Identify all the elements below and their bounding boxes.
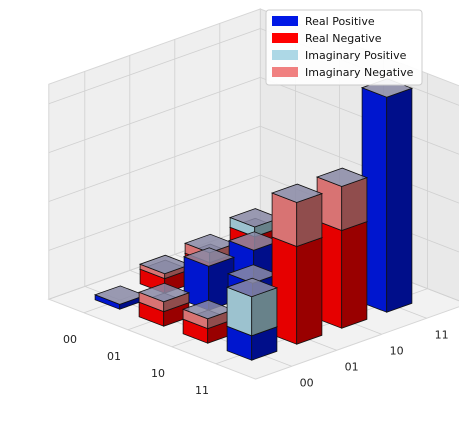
- bar-11-01: [270, 183, 324, 345]
- bars: [93, 78, 414, 361]
- bar-segment: [315, 167, 369, 232]
- bar-segment: [270, 183, 324, 248]
- legend-entry: Imaginary Negative: [305, 66, 414, 79]
- legend: Real Positive Real Negative Imaginary Posi…: [265, 9, 423, 86]
- bar-01-00: [137, 282, 191, 327]
- tick-labels: 00011011000110110.000.050.100.150.20: [63, 328, 449, 397]
- bar-segment: [360, 78, 414, 313]
- bar-segment: [137, 282, 191, 313]
- bar-10-00: [181, 299, 235, 344]
- z-grid-line: [48, 174, 261, 251]
- bar-segment: [225, 277, 279, 337]
- y-tick-label: 10: [390, 344, 404, 357]
- legend-entry: Real Negative: [305, 32, 382, 45]
- y-tick-label: 00: [300, 376, 314, 389]
- x-tick-label: 01: [107, 350, 121, 363]
- y-tick-label: 01: [345, 360, 359, 373]
- bar-11-00: [225, 277, 279, 361]
- x-tick-label: 11: [195, 384, 209, 397]
- legend-swatch: [272, 67, 298, 77]
- x-tick-label: 10: [151, 367, 165, 380]
- legend-swatch: [272, 33, 298, 43]
- legend-entry: Real Positive: [305, 15, 375, 28]
- x-tick-label: 00: [63, 333, 77, 346]
- legend-entry: Imaginary Positive: [305, 49, 407, 62]
- legend-swatch: [272, 16, 298, 26]
- z-grid-line: [48, 28, 261, 105]
- bar-00-00: [93, 285, 147, 310]
- z-grid-line: [48, 125, 261, 202]
- bar-11-11: [360, 78, 414, 313]
- legend-swatch: [272, 50, 298, 60]
- z-grid-line: [48, 77, 261, 153]
- bar-segment: [93, 285, 147, 310]
- legend-box: [265, 9, 423, 86]
- bar-11-10: [315, 167, 369, 329]
- y-tick-label: 11: [435, 328, 449, 341]
